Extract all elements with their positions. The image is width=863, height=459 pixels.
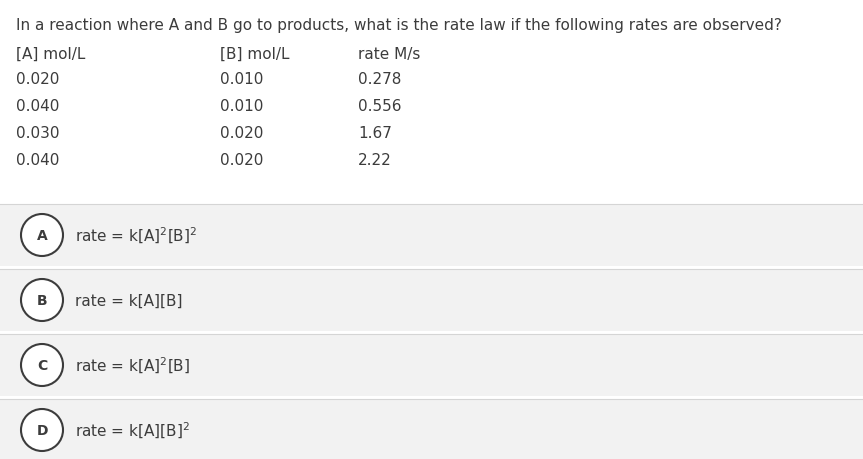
Text: 0.040: 0.040 (16, 99, 59, 114)
Text: 0.278: 0.278 (358, 72, 401, 87)
Bar (0, 334, 863, 396)
Text: 1.67: 1.67 (358, 126, 392, 141)
Circle shape (21, 280, 63, 321)
Text: D: D (36, 423, 47, 437)
Text: rate = k[A][B]: rate = k[A][B] (75, 293, 182, 308)
Circle shape (21, 344, 63, 386)
Text: 0.020: 0.020 (220, 126, 263, 141)
Text: 0.556: 0.556 (358, 99, 401, 114)
Text: 0.020: 0.020 (220, 153, 263, 168)
Text: 0.040: 0.040 (16, 153, 59, 168)
Text: 0.010: 0.010 (220, 99, 263, 114)
Text: [A] mol/L: [A] mol/L (16, 47, 85, 62)
Bar (0, 399, 863, 459)
Bar (0, 205, 863, 266)
Text: 0.020: 0.020 (16, 72, 59, 87)
Text: rate = k[A]$^2$[B]: rate = k[A]$^2$[B] (75, 355, 190, 375)
Text: rate M/s: rate M/s (358, 47, 420, 62)
Text: 0.030: 0.030 (16, 126, 59, 141)
Circle shape (21, 409, 63, 451)
Circle shape (21, 214, 63, 257)
Text: C: C (37, 358, 47, 372)
Text: rate = k[A][B]$^2$: rate = k[A][B]$^2$ (75, 420, 190, 440)
Text: [B] mol/L: [B] mol/L (220, 47, 290, 62)
Text: B: B (37, 293, 47, 308)
Bar (0, 269, 863, 331)
Text: 0.010: 0.010 (220, 72, 263, 87)
Text: 2.22: 2.22 (358, 153, 392, 168)
Text: A: A (36, 229, 47, 242)
Text: rate = k[A]$^2$[B]$^2$: rate = k[A]$^2$[B]$^2$ (75, 225, 198, 246)
Text: In a reaction where A and B go to products, what is the rate law if the followin: In a reaction where A and B go to produc… (16, 18, 782, 33)
